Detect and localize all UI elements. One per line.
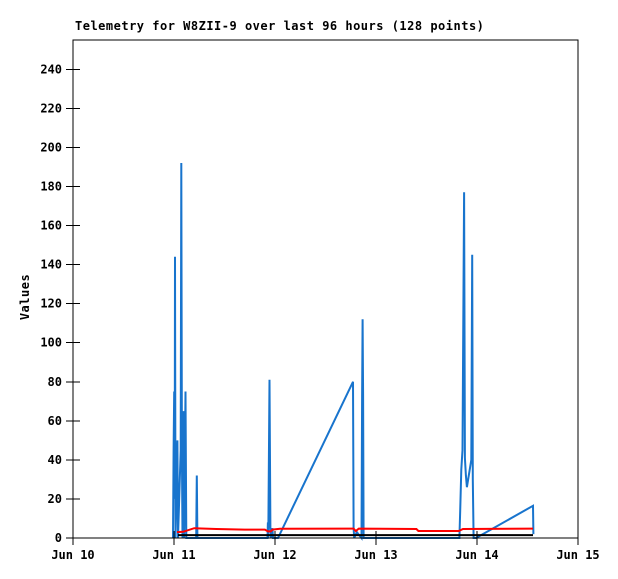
y-tick-label: 140 bbox=[40, 258, 62, 272]
y-tick-label: 80 bbox=[48, 375, 62, 389]
x-tick-label: Jun 11 bbox=[152, 548, 195, 562]
series-line-telemetry-channel-red bbox=[176, 527, 534, 534]
y-tick-label: 240 bbox=[40, 62, 62, 76]
y-tick-label: 40 bbox=[48, 453, 62, 467]
x-tick-label: Jun 14 bbox=[455, 548, 498, 562]
y-tick-label: 180 bbox=[40, 179, 62, 193]
y-tick-label: 20 bbox=[48, 492, 62, 506]
x-tick-label: Jun 13 bbox=[354, 548, 397, 562]
y-tick-label: 120 bbox=[40, 297, 62, 311]
x-tick-label: Jun 10 bbox=[51, 548, 94, 562]
x-tick-label: Jun 15 bbox=[556, 548, 599, 562]
chart-title: Telemetry for W8ZII-9 over last 96 hours… bbox=[75, 19, 485, 33]
plot-frame bbox=[72, 39, 579, 539]
x-tick-label: Jun 12 bbox=[253, 548, 296, 562]
series-line-telemetry-channel-blue bbox=[172, 162, 535, 541]
y-tick-label: 0 bbox=[55, 531, 62, 545]
y-tick-label: 220 bbox=[40, 101, 62, 115]
y-tick-label: 200 bbox=[40, 140, 62, 154]
y-tick-label: 100 bbox=[40, 336, 62, 350]
y-tick-label: 160 bbox=[40, 219, 62, 233]
y-tick-label: 60 bbox=[48, 414, 62, 428]
